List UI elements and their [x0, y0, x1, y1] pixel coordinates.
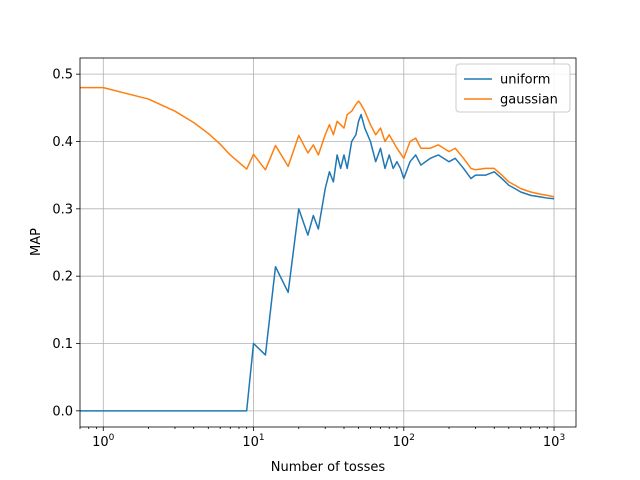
- y-tick-label: 0.4: [52, 135, 73, 150]
- x-tick-exponent: 1: [259, 433, 265, 443]
- x-tick-label: 102: [393, 433, 415, 450]
- x-tick-exponent: 2: [409, 433, 415, 443]
- y-tick-label: 0.1: [52, 337, 73, 352]
- series-layer: [80, 86, 555, 412]
- y-tick-label: 0.3: [52, 202, 73, 217]
- y-tick-label: 0.2: [52, 270, 73, 285]
- x-tick-exponent: 0: [109, 433, 115, 443]
- y-tick-label: 0.5: [52, 68, 73, 83]
- x-axis-label: Number of tosses: [271, 460, 386, 475]
- x-tick-base: 10: [92, 435, 109, 450]
- legend-box: [455, 63, 571, 113]
- x-tick-label: 101: [242, 433, 264, 450]
- y-axis-label: MAP: [29, 228, 44, 256]
- y-tick-label: 0.0: [52, 404, 73, 419]
- x-tick-base: 10: [393, 435, 410, 450]
- series-line-gaussian: [80, 86, 555, 198]
- x-tick-exponent: 3: [559, 433, 565, 443]
- x-tick-base: 10: [242, 435, 259, 450]
- y-axis: 0.0 0.1 0.2 0.3 0.4 0.5: [52, 68, 80, 419]
- x-axis: 100 101 102 103: [79, 427, 565, 450]
- x-tick-label: 100: [92, 433, 115, 450]
- series-line-uniform: [80, 113, 555, 412]
- legend-label: uniform: [500, 73, 550, 88]
- plot-frame: [79, 57, 577, 428]
- x-tick-base: 10: [543, 435, 560, 450]
- legend: uniform gaussian: [455, 63, 571, 113]
- legend-label: gaussian: [500, 93, 558, 108]
- grid-lines: [80, 58, 576, 427]
- x-tick-label: 103: [543, 433, 565, 450]
